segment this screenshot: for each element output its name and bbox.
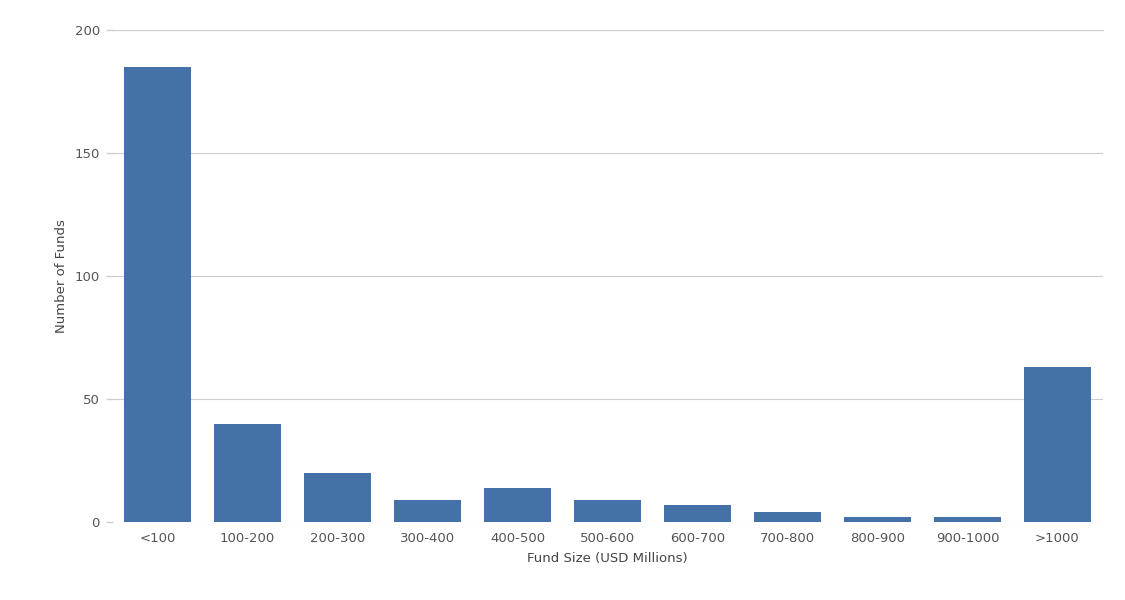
X-axis label: Fund Size (USD Millions): Fund Size (USD Millions)	[528, 553, 687, 565]
Bar	[934, 517, 1001, 522]
Bar	[664, 505, 731, 522]
Bar	[754, 512, 821, 522]
Bar	[394, 500, 461, 522]
Bar	[574, 500, 641, 522]
Bar	[124, 67, 191, 522]
Bar	[844, 517, 911, 522]
Bar	[304, 473, 371, 522]
Y-axis label: Number of Funds: Number of Funds	[55, 219, 68, 333]
Bar	[484, 488, 551, 522]
Bar	[1024, 367, 1091, 522]
Bar	[214, 424, 281, 522]
